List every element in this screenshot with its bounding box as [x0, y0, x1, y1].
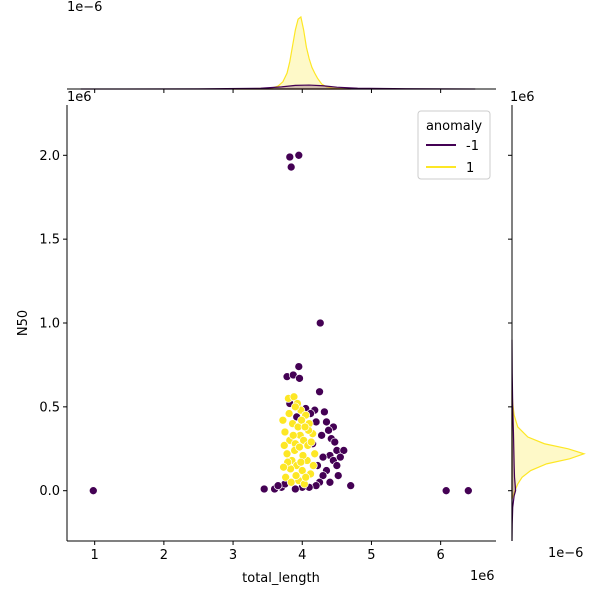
scatter-point-anomaly-neg1: [325, 477, 335, 487]
x-tick-label: 3: [229, 548, 237, 563]
scatter-point-anomaly-neg1: [295, 373, 304, 383]
scatter-point-anomaly-1: [279, 462, 288, 472]
scatter-point-anomaly-1: [290, 402, 300, 412]
legend-title: anomaly: [426, 119, 482, 134]
scatter-point-anomaly-neg1: [322, 417, 331, 427]
y-tick-label: 0.0: [39, 484, 60, 499]
scatter-point-anomaly-neg1: [285, 152, 295, 162]
right-marginal-offset-label: 1e−6: [548, 546, 583, 561]
scatter-point-anomaly-1: [280, 427, 290, 437]
scatter-point-anomaly-neg1: [324, 425, 333, 435]
scatter-point-anomaly-neg1: [317, 431, 326, 440]
scatter-point-anomaly-1: [301, 472, 311, 482]
scatter-point-anomaly-1: [296, 457, 306, 467]
scatter-point-anomaly-neg1: [320, 407, 329, 417]
scatter-point-anomaly-neg1: [273, 481, 283, 491]
y-axis-label: N50: [16, 310, 31, 336]
x-axis-label: total_length: [242, 571, 320, 586]
top-marginal-offset-label: 1e−6: [67, 0, 102, 15]
y-offset-label: 1e6: [67, 90, 92, 105]
scatter-point-anomaly-1: [306, 437, 316, 447]
scatter-point-anomaly-neg1: [259, 484, 269, 494]
scatter-point-anomaly-neg1: [441, 486, 451, 496]
scatter-point-anomaly-1: [289, 392, 299, 402]
scatter-point-anomaly-neg1: [332, 461, 342, 470]
main-scatter-axes: 1 2 3 4 5 6 0.0 0.5 1.0 1.5 2.0 1e6 1e6 total_len…: [16, 90, 496, 586]
scatter-point-anomaly-neg1: [339, 446, 349, 455]
y-tick-label: 1.0: [39, 317, 60, 332]
scatter-point-anomaly-neg1: [330, 437, 340, 447]
scatter-point-anomaly-neg1: [318, 471, 328, 480]
scatter-point-anomaly-neg1: [315, 318, 325, 328]
scatter-point-anomaly-1: [310, 449, 320, 459]
legend-label-anomaly-neg1: -1: [466, 139, 479, 154]
scatter-point-anomaly-1: [281, 472, 291, 482]
scatter-point-anomaly-1: [308, 461, 318, 470]
scatter-point-anomaly-neg1: [333, 471, 343, 480]
scatter-point-anomaly-neg1: [463, 486, 473, 496]
legend-label-anomaly-1: 1: [466, 161, 474, 176]
scatter-point-anomaly-neg1: [290, 484, 300, 494]
scatter-point-anomaly-neg1: [88, 486, 98, 496]
scatter-point-anomaly-1: [297, 415, 306, 425]
right-marginal-top-offset-label: 1e6: [510, 90, 535, 105]
y-tick-label: 1.5: [39, 233, 60, 248]
scatter-point-anomaly-neg1: [315, 387, 324, 397]
scatter-point-anomaly-1: [297, 466, 307, 475]
x-offset-label: 1e6: [470, 569, 495, 584]
scatter-point-anomaly-1: [291, 471, 301, 480]
scatter-point-anomaly-1: [284, 409, 294, 418]
top-kde-curve-anomaly-1: [233, 15, 351, 90]
scatter-point-anomaly-1: [282, 449, 292, 459]
scatter-point-anomaly-1: [278, 415, 288, 425]
y-tick-label: 0.5: [39, 400, 60, 415]
scatter-point-anomaly-1: [300, 422, 310, 432]
x-tick-label: 1: [91, 548, 99, 563]
x-tick-label: 6: [437, 548, 445, 563]
legend: anomaly -1 1: [417, 110, 491, 180]
scatter-point-anomaly-neg1: [335, 452, 345, 462]
x-tick-label: 2: [160, 548, 168, 563]
scatter-point-anomaly-neg1: [294, 150, 304, 160]
scatter-point-anomaly-neg1: [346, 481, 356, 491]
right-marginal-kde: 1e6 1e−6: [508, 90, 586, 561]
x-tick-label: 4: [298, 548, 306, 563]
right-kde-curve-anomaly-1: [511, 390, 586, 500]
scatter-point-anomaly-neg1: [294, 362, 304, 371]
scatter-point-anomaly-neg1: [286, 162, 296, 172]
y-tick-label: 2.0: [39, 149, 60, 164]
top-marginal-kde: 1e−6: [67, 0, 496, 93]
scatter-point-anomaly-1: [295, 442, 304, 452]
scatter-point-anomaly-1: [286, 477, 296, 487]
scatter-point-anomaly-1: [288, 431, 298, 440]
scatter-point-anomaly-1: [279, 441, 289, 450]
scatter-point-anomaly-neg1: [318, 452, 328, 462]
x-tick-label: 5: [367, 548, 375, 563]
